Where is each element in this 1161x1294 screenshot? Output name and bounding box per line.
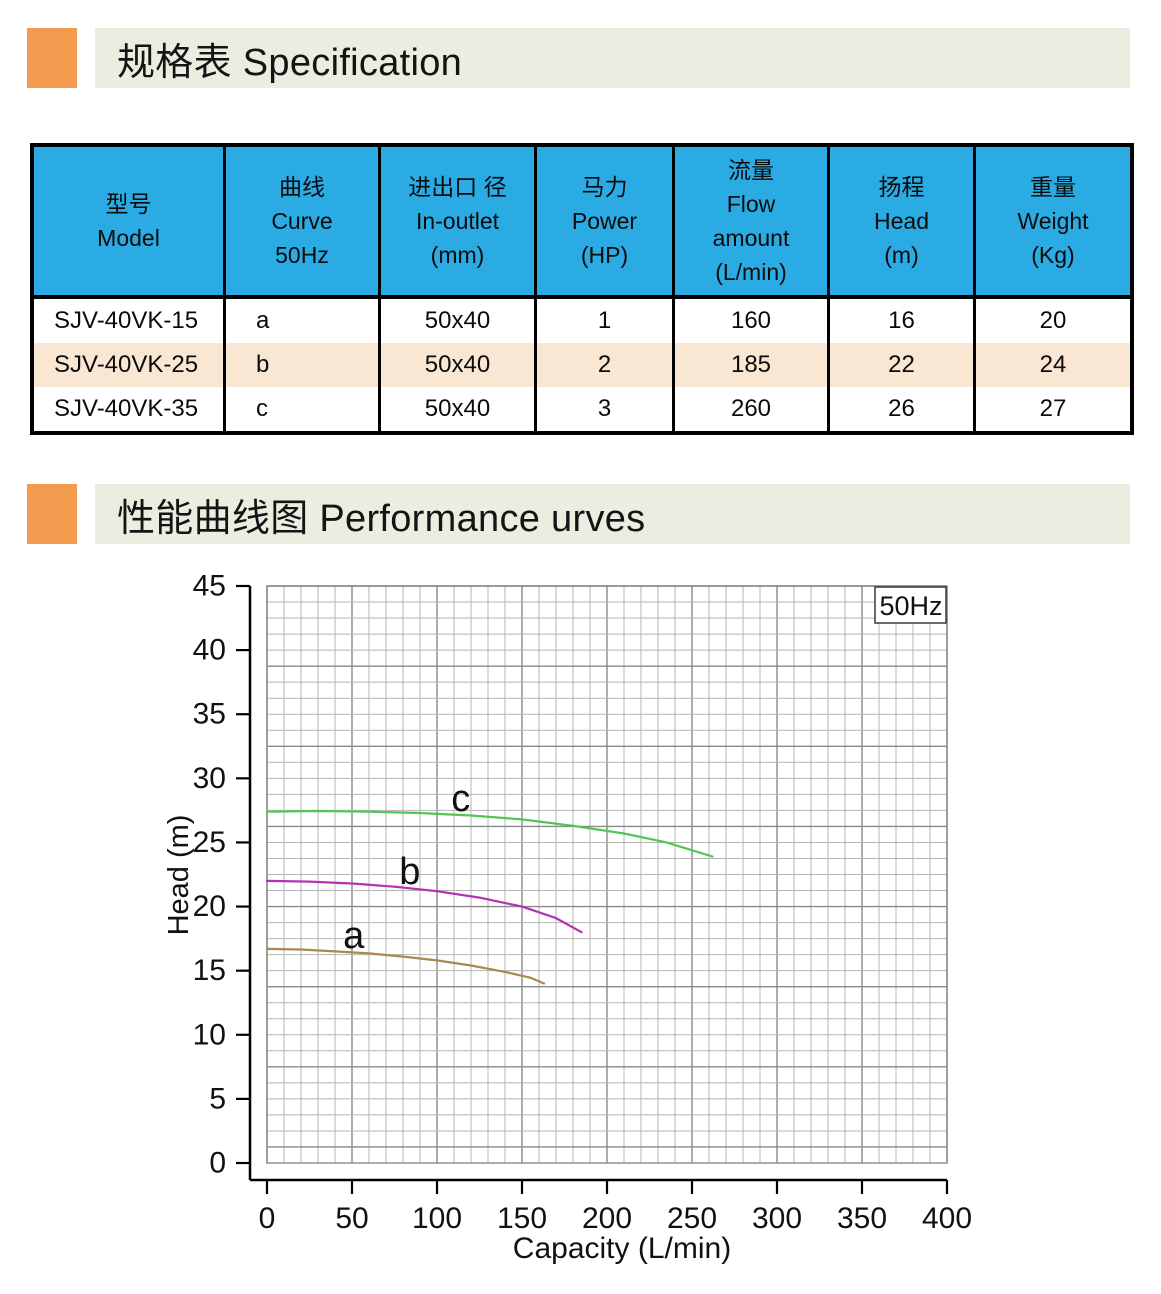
- cell-flow-amount: 185: [675, 343, 830, 387]
- header-line: In-outlet: [415, 208, 500, 234]
- header-line: (mm): [430, 242, 485, 268]
- y-tick-label: 45: [193, 570, 226, 603]
- header-cell-curve: 曲线 Curve 50Hz: [226, 147, 381, 295]
- spec-table: 型号 Model 曲线 Curve 50Hz 进出口 径 In-outlet (mm) 马力 Po…: [30, 143, 1134, 435]
- header-line: 马力: [581, 174, 628, 200]
- cell-weight: 27: [1039, 395, 1067, 422]
- chart-grid: [266, 585, 948, 1164]
- header-line: amount: [712, 225, 790, 251]
- y-tick-label: 15: [193, 954, 226, 987]
- cell-in-outlet: 50x40: [381, 387, 537, 431]
- x-tick-label: 150: [497, 1202, 547, 1235]
- header-line: 型号: [105, 191, 152, 217]
- header-line: Weight: [1017, 208, 1089, 234]
- cell-power: 2: [537, 343, 675, 387]
- spec-table-header-row: 型号 Model 曲线 Curve 50Hz 进出口 径 In-outlet (mm) 马力 Po…: [34, 147, 1130, 299]
- x-axis-title: Capacity (L/min): [513, 1232, 731, 1265]
- cell-flow-amount: 160: [675, 299, 830, 343]
- curve-label-a: a: [343, 915, 365, 957]
- cell-curve: a: [226, 299, 381, 343]
- header-line: (Kg): [1031, 242, 1075, 268]
- cell-weight: 24: [976, 343, 1130, 387]
- header-line: 曲线: [279, 174, 325, 200]
- curves-section-title: 性能曲线图 Performance urves: [117, 497, 646, 540]
- y-axis-title: Head (m): [163, 815, 195, 936]
- spec-row: SJV-40VK-25 b 50x40 2 185 22 24: [34, 343, 1130, 387]
- cell-model: SJV-40VK-15: [34, 299, 226, 343]
- header-line: Flow: [726, 191, 776, 217]
- cell-model: SJV-40VK-25: [34, 343, 226, 387]
- cell-model: SJV-40VK-35: [34, 387, 226, 431]
- x-tick-label: 250: [667, 1202, 717, 1235]
- header-cell-flow-amount: 流量 Flow amount (L/min): [675, 147, 830, 295]
- cell-power: 3: [537, 387, 675, 431]
- cell-in-outlet: 50x40: [381, 299, 537, 343]
- spec-section-title: 规格表 Specification: [117, 41, 463, 84]
- x-tick-label: 300: [752, 1202, 802, 1235]
- section-marker-icon: [27, 28, 77, 88]
- spec-row: SJV-40VK-35 c 50x40 3 260 26 27: [34, 387, 1130, 431]
- x-tick-label: 0: [259, 1202, 276, 1235]
- header-line: (HP): [580, 242, 629, 268]
- header-line: 扬程: [878, 174, 925, 200]
- performance-chart: 0 5 10 15 20 25 30 35 40 45 0 50 100 150 200 250 300 350 4…: [163, 570, 972, 1266]
- curve-a: [265, 947, 546, 985]
- x-tick-label: 400: [922, 1202, 972, 1235]
- curve-label-b: b: [399, 851, 420, 893]
- curves-section-band: 性能曲线图 Performance urves: [95, 484, 1130, 544]
- curve-label-c: c: [451, 778, 470, 820]
- header-cell-weight: 重量 Weight (Kg): [976, 147, 1130, 295]
- cell-curve: c: [226, 387, 381, 431]
- header-line: (L/min): [715, 259, 787, 285]
- y-tick-label: 40: [193, 634, 226, 667]
- header-line: Curve: [271, 208, 333, 234]
- header-line: 流量: [728, 157, 774, 183]
- curve-c: [265, 809, 714, 858]
- y-tick-label: 0: [209, 1147, 226, 1180]
- freq-annotation-label: 50Hz: [879, 591, 942, 621]
- grid-border: [266, 585, 948, 1164]
- x-tick-label: 350: [837, 1202, 887, 1235]
- cell-head: 26: [830, 387, 976, 431]
- cell-curve: b: [226, 343, 381, 387]
- header-cell-head: 扬程 Head (m): [830, 147, 976, 295]
- cell-in-outlet: 50x40: [381, 343, 537, 387]
- y-tick-label: 10: [193, 1018, 226, 1051]
- header-cell-in-outlet: 进出口 径 In-outlet (mm): [381, 147, 537, 295]
- header-cell-model: 型号 Model: [34, 147, 226, 295]
- cell-power: 1: [537, 299, 675, 343]
- header-line: 进出口 径: [408, 174, 507, 200]
- x-tick-label: 50: [335, 1202, 368, 1235]
- cell-head: 22: [830, 343, 976, 387]
- section-marker-icon: [27, 484, 77, 544]
- curve-b: [265, 879, 583, 934]
- y-tick-label: 30: [193, 762, 226, 795]
- spec-table-body: SJV-40VK-15 a 50x40 1 160 16 20 SJV-40VK-25 b 50x…: [34, 299, 1130, 431]
- y-tick-label: 35: [193, 698, 226, 731]
- header-line: 重量: [1030, 174, 1076, 200]
- cell-head: 16: [830, 299, 976, 343]
- cell-weight: 20: [1039, 307, 1067, 334]
- header-line: 50Hz: [275, 242, 329, 268]
- header-line: (m): [884, 242, 919, 268]
- header-line: Head: [874, 208, 929, 234]
- x-tick-label: 200: [582, 1202, 632, 1235]
- x-tick-label: 100: [412, 1202, 462, 1235]
- freq-annotation-box: [874, 586, 947, 624]
- header-line: Power: [571, 208, 638, 234]
- y-tick-label: 25: [193, 826, 226, 859]
- cell-flow-amount: 260: [675, 387, 830, 431]
- y-tick-label: 5: [209, 1082, 226, 1115]
- spec-row: SJV-40VK-15 a 50x40 1 160 16 20: [34, 299, 1130, 343]
- header-line: Model: [97, 225, 160, 251]
- y-tick-label: 20: [193, 890, 226, 923]
- header-cell-power: 马力 Power (HP): [537, 147, 675, 295]
- spec-section-band: 规格表 Specification: [95, 28, 1130, 88]
